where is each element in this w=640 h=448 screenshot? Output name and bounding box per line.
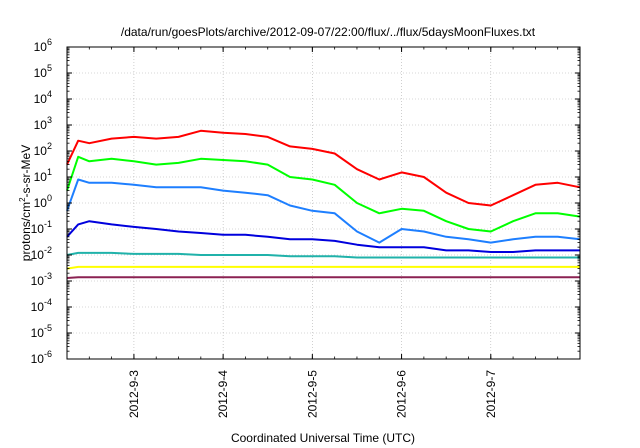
x-tick-label: 2012-9-5	[305, 370, 319, 418]
y-tick-label: 10-6	[31, 349, 52, 366]
y-tick-label: 105	[34, 63, 52, 80]
x-tick-label: 2012-9-4	[216, 370, 230, 418]
plot-frame	[66, 46, 581, 360]
series-line-3	[66, 178, 581, 244]
series-line-2	[66, 155, 581, 233]
y-tick-label: 100	[34, 193, 52, 210]
y-tick-label: 10-4	[31, 297, 52, 314]
series-line-7	[66, 276, 580, 279]
y-tick-label: 10-3	[31, 271, 52, 288]
y-tick-label: 10-2	[31, 245, 52, 262]
series-line-5	[66, 251, 580, 259]
x-tick-label: 2012-9-3	[127, 370, 141, 418]
data-series	[66, 129, 581, 279]
y-tick-label: 10-5	[31, 323, 52, 340]
x-axis-ticks: 2012-9-3 2012-9-4 2012-9-5 2012-9-6 2012-9-7	[66, 47, 581, 418]
y-tick-label: 106	[34, 37, 52, 54]
y-tick-label: 10-1	[31, 219, 52, 236]
grid	[67, 47, 580, 359]
x-tick-label: 2012-9-7	[484, 370, 498, 418]
y-tick-label: 104	[34, 89, 52, 106]
y-tick-label: 103	[34, 115, 52, 132]
series-line-4	[66, 220, 580, 253]
y-tick-label: 102	[34, 141, 52, 158]
y-axis-label: protons/cm2-s-sr-MeV	[18, 145, 33, 261]
series-line-6	[66, 265, 580, 270]
y-axis-ticks: 10-6 10-5 10-4 10-3 10-2 10-1 100 101 102 103 104 1…	[31, 37, 580, 366]
y-tick-label: 101	[34, 167, 52, 184]
x-tick-label: 2012-9-6	[395, 370, 409, 418]
chart-title: /data/run/goesPlots/archive/2012-09-07/2…	[121, 25, 536, 39]
series-line-1	[66, 129, 581, 207]
x-axis-label: Coordinated Universal Time (UTC)	[231, 431, 415, 445]
